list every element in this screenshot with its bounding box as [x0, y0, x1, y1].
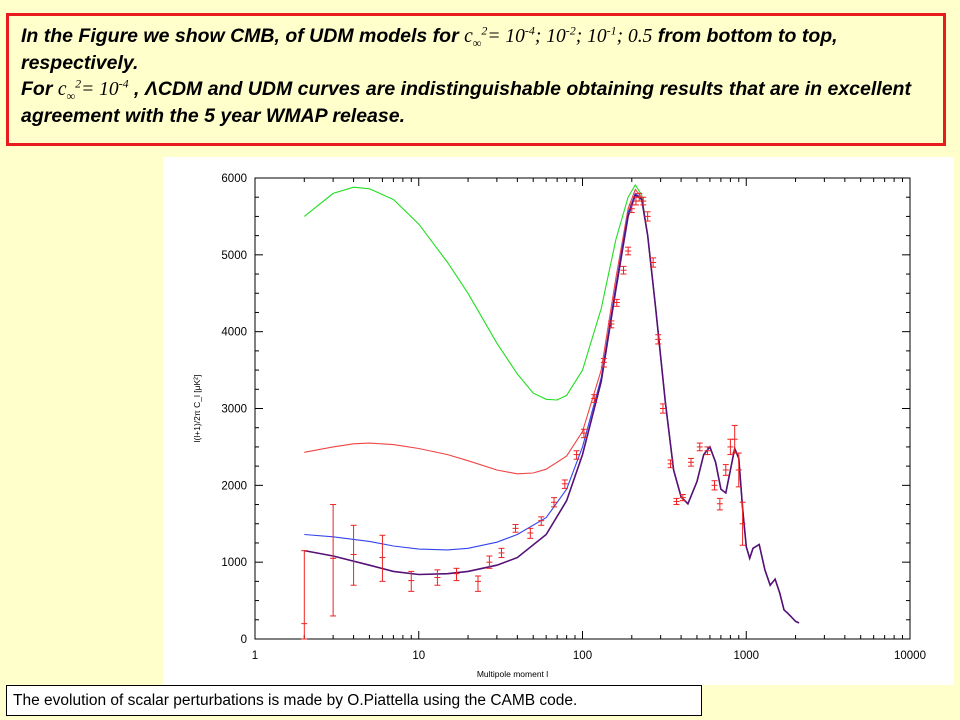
x-tick-label: 10	[412, 650, 425, 662]
caption-line1-tail: from bottom to top, respectively.	[21, 25, 838, 74]
caption-line2-prefix: For	[21, 78, 58, 100]
x-tick-label: 100	[573, 650, 592, 662]
c-infinity-symbol-2: c∞2= 10-4	[57, 76, 129, 103]
caption-line1-text: In the Figure we show CMB, of UDM models…	[21, 25, 465, 47]
y-tick-label: 3000	[221, 404, 247, 416]
c-infinity-symbol: c∞2= 10-4; 10-2; 10-1; 0.5	[464, 23, 653, 50]
series-line-1	[303, 183, 800, 624]
x-axis-label: Multipole moment l	[477, 669, 548, 679]
cmb-power-spectrum-chart: 0 1000 2000 3000 4000 5000 6000 1 10 100 1000 10000…	[192, 173, 926, 679]
y-tick-label: 6000	[221, 173, 247, 185]
footnote-text: The evolution of scalar perturbations is…	[13, 692, 578, 709]
chart-panel: 0 1000 2000 3000 4000 5000 6000 1 10 100 1000 10000…	[163, 157, 954, 685]
caption-box: In the Figure we show CMB, of UDM models…	[6, 13, 946, 146]
caption-line2-text: , ΛCDM and UDM curves are indistinguisha…	[21, 78, 911, 127]
y-tick-label: 2000	[221, 480, 247, 492]
series-line-2	[304, 188, 800, 624]
x-tick-label: 1	[252, 650, 258, 662]
y-tick-label: 0	[241, 634, 247, 646]
y-tick-label: 5000	[221, 250, 247, 262]
series-line-4	[304, 193, 800, 624]
x-tick-label: 1000	[733, 650, 759, 662]
y-tick-label: 4000	[221, 327, 247, 339]
footnote-box: The evolution of scalar perturbations is…	[6, 685, 702, 716]
y-axis-label: l(l+1)/2π C_l [μK²]	[192, 375, 202, 443]
series-line-3	[304, 192, 800, 624]
y-tick-label: 1000	[221, 557, 247, 569]
x-tick-label: 10000	[894, 650, 926, 662]
